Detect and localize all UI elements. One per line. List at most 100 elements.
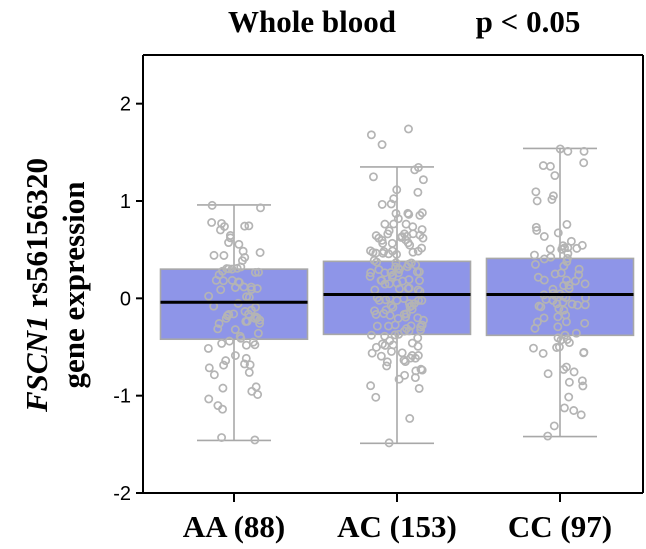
data-point bbox=[580, 279, 590, 289]
data-point bbox=[209, 250, 219, 260]
data-point bbox=[394, 374, 404, 384]
data-point bbox=[539, 313, 549, 323]
data-point bbox=[372, 321, 382, 331]
data-point bbox=[239, 282, 249, 292]
data-point bbox=[562, 335, 572, 344]
data-point bbox=[213, 401, 223, 410]
data-point bbox=[245, 360, 255, 370]
data-point bbox=[254, 267, 263, 277]
data-point bbox=[237, 256, 247, 266]
y-axis-label: FSCN1 rs56156320 bbox=[19, 158, 54, 413]
data-point bbox=[392, 249, 402, 259]
data-point bbox=[222, 311, 232, 321]
data-point bbox=[244, 221, 254, 231]
data-point bbox=[241, 353, 251, 363]
y-axis-label-line2: gene expression bbox=[56, 182, 91, 389]
data-point bbox=[250, 267, 260, 277]
x-axis: AA (88) AC (153) CC (97) bbox=[143, 492, 643, 544]
y-axis-label-gene: FSCN1 bbox=[19, 316, 54, 413]
data-point bbox=[550, 269, 560, 279]
data-point bbox=[408, 222, 418, 232]
x-tick-label: AA (88) bbox=[183, 509, 285, 544]
data-point bbox=[559, 403, 569, 413]
data-point bbox=[410, 165, 420, 175]
data-point bbox=[530, 259, 540, 269]
data-point bbox=[221, 356, 231, 366]
data-point bbox=[371, 248, 381, 258]
data-point bbox=[247, 386, 257, 396]
data-point bbox=[242, 316, 252, 326]
data-point bbox=[250, 435, 260, 445]
data-point bbox=[548, 284, 558, 294]
data-point bbox=[562, 257, 572, 267]
data-point bbox=[367, 348, 377, 358]
data-point bbox=[415, 276, 424, 285]
data-point bbox=[366, 330, 376, 340]
data-point bbox=[393, 313, 403, 323]
data-point bbox=[218, 383, 228, 393]
data-point bbox=[543, 369, 553, 379]
data-point bbox=[555, 144, 565, 154]
data-point bbox=[246, 285, 256, 294]
data-point bbox=[368, 172, 378, 182]
data-point bbox=[227, 264, 237, 274]
data-point bbox=[384, 226, 394, 236]
data-point bbox=[203, 343, 213, 353]
data-point bbox=[553, 228, 563, 238]
data-point bbox=[240, 221, 250, 231]
y-tick-label: -2 bbox=[113, 483, 131, 505]
data-point bbox=[553, 333, 563, 343]
data-point bbox=[395, 265, 404, 274]
data-point bbox=[579, 158, 589, 168]
data-point bbox=[251, 312, 261, 322]
data-point bbox=[380, 331, 390, 341]
data-point bbox=[380, 268, 390, 278]
data-point bbox=[384, 438, 394, 448]
data-point bbox=[579, 146, 589, 156]
data-point bbox=[382, 361, 392, 371]
chart-title: Whole blood bbox=[228, 4, 396, 39]
data-point bbox=[404, 299, 414, 308]
data-point bbox=[563, 243, 573, 253]
data-point bbox=[413, 246, 423, 256]
data-point bbox=[408, 247, 418, 257]
data-point bbox=[538, 161, 548, 171]
data-point bbox=[545, 161, 555, 171]
data-point bbox=[244, 367, 254, 377]
data-point bbox=[234, 239, 244, 249]
data-point bbox=[546, 252, 556, 262]
data-point bbox=[417, 208, 427, 218]
data-point bbox=[531, 187, 541, 197]
data-point bbox=[392, 185, 402, 195]
data-point bbox=[579, 348, 589, 358]
data-point bbox=[414, 296, 423, 305]
y-tick-label: 1 bbox=[120, 191, 131, 213]
data-point bbox=[538, 348, 548, 358]
data-point bbox=[561, 310, 571, 320]
plot-area bbox=[143, 54, 644, 493]
data-point bbox=[384, 279, 394, 289]
data-point bbox=[553, 322, 563, 332]
data-point bbox=[530, 323, 540, 333]
data-point bbox=[571, 328, 581, 338]
data-point bbox=[408, 229, 418, 239]
data-point bbox=[241, 340, 251, 350]
data-point bbox=[204, 394, 214, 404]
data-point bbox=[570, 276, 580, 286]
data-point bbox=[256, 203, 265, 213]
data-point bbox=[531, 222, 541, 232]
data-point bbox=[214, 318, 224, 328]
data-point bbox=[366, 381, 376, 391]
data-point bbox=[207, 200, 217, 210]
data-point bbox=[532, 196, 542, 206]
data-point bbox=[224, 336, 234, 346]
data-point bbox=[529, 343, 538, 353]
data-point bbox=[533, 272, 543, 282]
p-value-annotation: p < 0.05 bbox=[476, 4, 581, 39]
data-point bbox=[253, 328, 263, 338]
data-point bbox=[577, 376, 587, 386]
data-point bbox=[530, 250, 539, 260]
data-point bbox=[386, 301, 396, 311]
data-point bbox=[404, 209, 414, 219]
data-point bbox=[386, 199, 396, 209]
